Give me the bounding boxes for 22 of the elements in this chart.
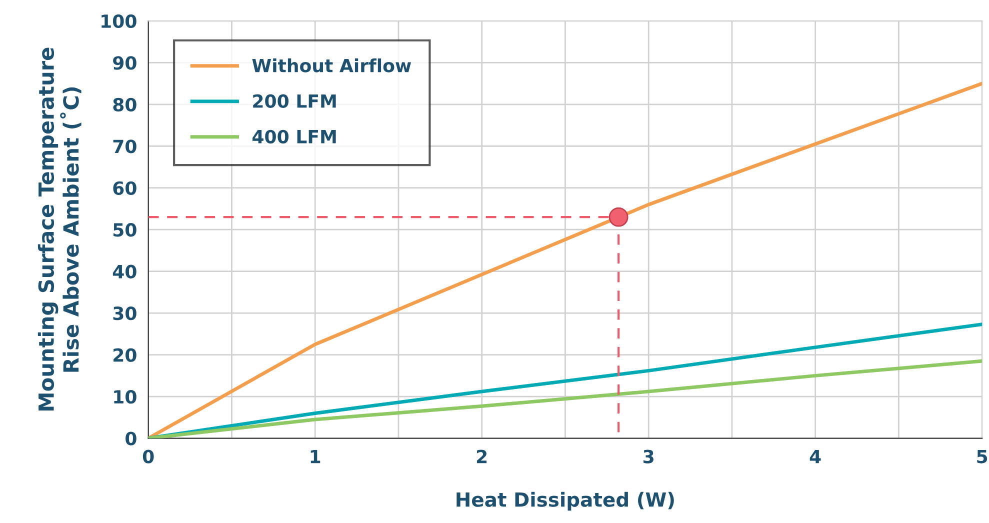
y-tick-label: 100 bbox=[102, 14, 136, 28]
y-tick-label: 10 bbox=[114, 390, 136, 404]
x-tick-label: 4 bbox=[810, 450, 821, 464]
x-tick-label: 5 bbox=[977, 450, 988, 464]
y-tick-label: 20 bbox=[114, 348, 136, 362]
x-tick-label: 1 bbox=[310, 450, 320, 464]
y-tick-label: 0 bbox=[126, 432, 136, 446]
y-tick-label: 80 bbox=[113, 98, 136, 112]
y-axis-title: Mounting Surface Temperature Rise Above Ambient (˚C) bbox=[38, 48, 82, 410]
y-tick-label: 90 bbox=[113, 56, 136, 70]
y-tick-label: 30 bbox=[113, 306, 136, 320]
x-tick-label: 3 bbox=[644, 450, 654, 464]
y-tick-label: 70 bbox=[113, 140, 136, 154]
legend-label: Without Airflow bbox=[252, 58, 412, 72]
legend-label: 400 LFM bbox=[252, 130, 336, 144]
x-tick-label: 0 bbox=[142, 450, 154, 464]
y-tick-label: 60 bbox=[113, 181, 136, 195]
y-tick-label: 50 bbox=[114, 223, 136, 237]
x-tick-label: 2 bbox=[476, 450, 487, 464]
x-axis-title: Heat Dissipated (W) bbox=[456, 492, 674, 511]
legend-label: 200 LFM bbox=[253, 94, 336, 108]
y-tick-label: 40 bbox=[112, 264, 136, 278]
